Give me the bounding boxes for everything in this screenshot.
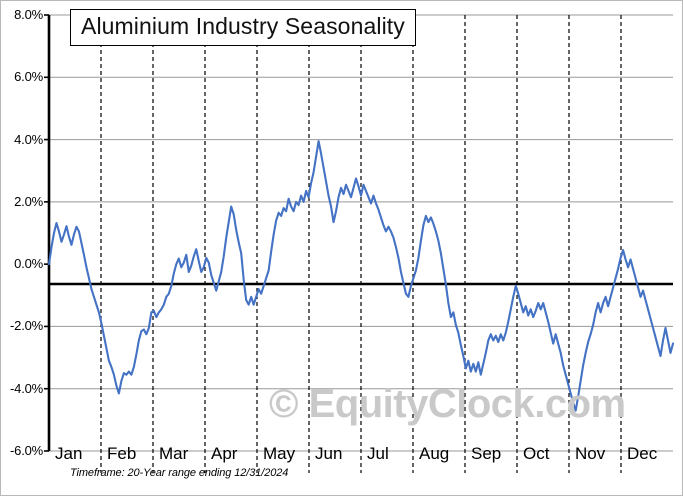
y-axis-tick-label: -4.0% [10, 380, 43, 396]
x-axis-tick-label: Dec [627, 444, 658, 463]
y-axis-tick-label: 8.0% [14, 7, 43, 22]
month-separator-lines [100, 15, 622, 473]
y-axis-tick-label: 2.0% [14, 193, 43, 209]
x-axis-tick-label: Oct [523, 444, 550, 463]
x-axis-tick-label: Nov [575, 444, 606, 463]
y-axis-tick-label: 0.0% [14, 256, 43, 272]
x-axis-tick-label: Feb [107, 444, 137, 463]
x-axis-tick-label: Jun [315, 444, 343, 463]
x-axis-tick-label: May [263, 444, 296, 463]
y-axis-tick-label: 4.0% [14, 131, 43, 147]
x-axis-tick-label: Jan [55, 444, 83, 463]
x-axis-tick-label: Jul [367, 444, 389, 463]
seasonality-line [47, 140, 675, 412]
y-axis-tick-label: 6.0% [14, 69, 43, 85]
chart-title: Aluminium Industry Seasonality [70, 9, 416, 46]
y-axis-tick-label: -6.0% [10, 443, 43, 458]
equityclock-watermark: © EquityClock.com [269, 382, 626, 426]
x-axis-tick-label: Sep [471, 444, 502, 463]
chart-footnote: Timeframe: 20-Year range ending 12/31/20… [70, 467, 289, 479]
x-axis-tick-label: Apr [211, 444, 238, 463]
y-axis-tick-label: -2.0% [10, 318, 43, 334]
x-axis-tick-label: Mar [159, 444, 189, 463]
x-axis-tick-label: Aug [419, 444, 450, 463]
